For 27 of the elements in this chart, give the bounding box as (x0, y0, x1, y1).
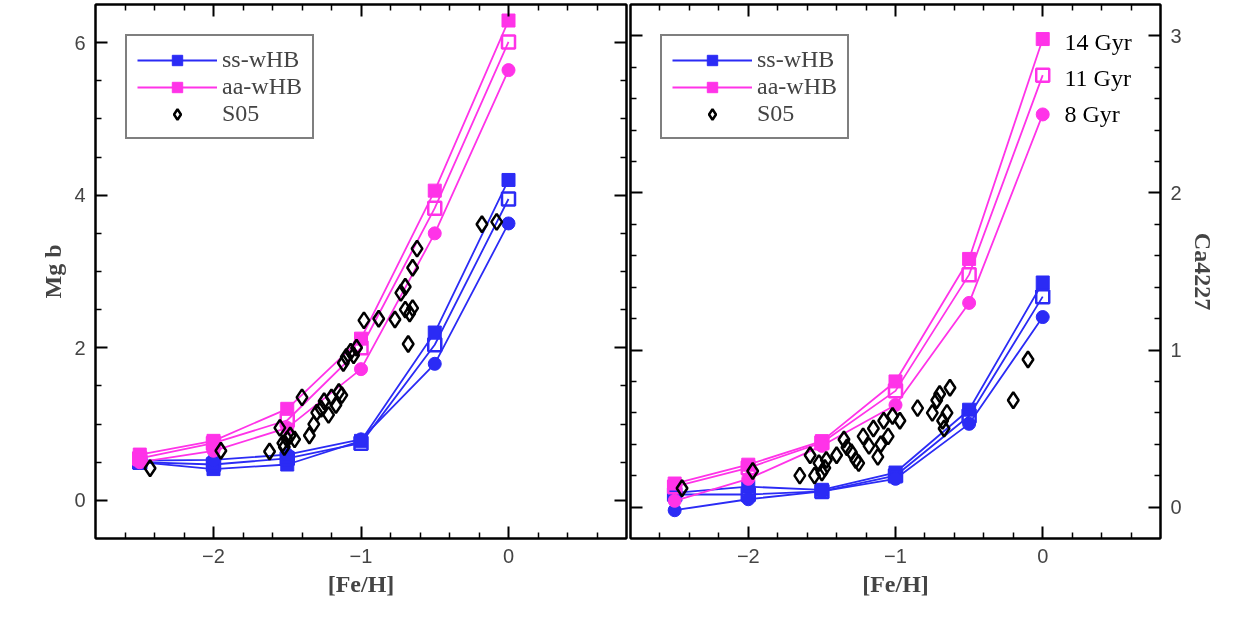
annotation: 8 Gyr (1064, 100, 1120, 127)
x-tick-label: 0 (1037, 544, 1049, 567)
x-tick-label: −2 (202, 544, 225, 567)
y2-axis-title: Ca4227 (1189, 232, 1216, 311)
x-tick-label: −2 (736, 544, 760, 567)
y-tick-label: 4 (74, 184, 86, 207)
annotation: 14 Gyr (1064, 28, 1132, 55)
x-axis-title: [Fe/H] (327, 570, 395, 597)
legend-label: S05 (757, 100, 795, 127)
y-tick-label: 6 (74, 31, 86, 54)
legend-label: aa-wHB (222, 73, 302, 100)
legend-label: S05 (222, 100, 260, 127)
y2-tick-label: 0 (1170, 496, 1182, 519)
annotation: 11 Gyr (1064, 64, 1131, 91)
y-tick-label: 2 (74, 336, 86, 359)
x-tick-label: −1 (349, 544, 373, 567)
legend-label: aa-wHB (757, 73, 837, 100)
x-tick-label: 0 (502, 544, 515, 567)
legend-label: ss-wHB (757, 46, 835, 73)
y-axis-title: Mg b (40, 244, 67, 299)
y-tick-label: 0 (74, 489, 86, 512)
y2-tick-label: 3 (1170, 24, 1182, 47)
x-axis-title: [Fe/H] (862, 570, 929, 597)
legend-label: ss-wHB (222, 46, 300, 73)
y2-tick-label: 2 (1170, 181, 1182, 204)
y2-tick-label: 1 (1170, 339, 1182, 362)
x-tick-label: −1 (884, 544, 907, 567)
